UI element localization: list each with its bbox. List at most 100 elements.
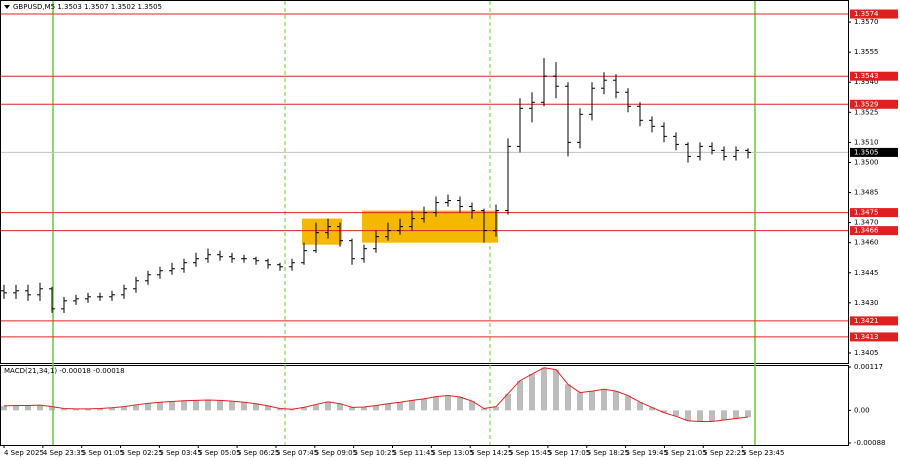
macd-bar — [421, 398, 427, 411]
ohlc-bar — [469, 202, 475, 219]
ohlc-bar — [277, 262, 283, 271]
macd-bar — [553, 369, 559, 411]
ohlc-bar — [457, 196, 463, 213]
macd-bar — [265, 405, 271, 411]
macd-bar — [205, 399, 211, 411]
macd-bar — [49, 406, 55, 411]
y-tick-label: 1.3540 — [854, 78, 879, 86]
ohlc-bar — [289, 258, 295, 271]
macd-bar — [217, 400, 223, 411]
y-tick-label: 1.3445 — [854, 269, 879, 277]
ohlc-bar — [37, 282, 43, 301]
zone — [302, 218, 342, 245]
ohlc-bar — [169, 262, 175, 275]
macd-bar — [625, 395, 631, 411]
level-tag — [850, 316, 898, 326]
level-tag — [850, 71, 898, 81]
macd-bar — [193, 400, 199, 411]
macd-bar — [493, 406, 499, 411]
x-tick-label: 4 Sep 23:35 — [43, 449, 85, 457]
ohlc-bar — [649, 116, 655, 133]
macd-bar — [325, 401, 331, 411]
chart-title: GBPUSD,M5 1.3503 1.3507 1.3502 1.3505 — [13, 3, 162, 11]
ohlc-bar — [709, 142, 715, 155]
macd-panel — [0, 365, 849, 446]
macd-bar — [649, 407, 655, 411]
ohlc-bar — [661, 122, 667, 143]
ohlc-bar — [97, 292, 103, 301]
level-label: 1.3475 — [854, 209, 879, 217]
ohlc-bar — [481, 208, 487, 243]
ohlc-bar — [673, 132, 679, 151]
ohlc-bar — [589, 82, 595, 121]
macd-bar — [541, 367, 547, 411]
level-label: 1.3543 — [854, 72, 879, 80]
ohlc-bar — [241, 254, 247, 263]
x-tick-label: 5 Sep 13:05 — [431, 449, 473, 457]
ohlc-bar — [325, 218, 331, 239]
ohlc-bar — [445, 194, 451, 207]
ohlc-bar — [301, 242, 307, 265]
macd-bar — [589, 391, 595, 411]
level-label: 1.3574 — [854, 10, 879, 18]
x-tick-label: 5 Sep 09:05 — [315, 449, 357, 457]
macd-bar — [721, 410, 727, 421]
ohlc-bar — [565, 82, 571, 157]
y-tick-label: 1.3470 — [854, 219, 879, 227]
macd-bar — [61, 408, 67, 411]
menu-arrow[interactable] — [4, 5, 10, 9]
macd-bar — [613, 391, 619, 411]
macd-bar — [301, 407, 307, 411]
ohlc-bar — [745, 148, 751, 159]
y-tick-label: 1.3525 — [854, 108, 879, 116]
x-tick-label: 5 Sep 10:25 — [354, 449, 396, 457]
ohlc-bar — [49, 286, 55, 313]
macd-bar — [37, 405, 43, 411]
x-tick-label: 5 Sep 15:45 — [509, 449, 551, 457]
price-tag — [850, 147, 898, 157]
level-tag — [850, 9, 898, 19]
price-label: 1.3505 — [854, 148, 879, 156]
y-tick-label: 1.3570 — [854, 18, 879, 26]
ohlc-bar — [133, 276, 139, 293]
ohlc-bar — [205, 248, 211, 263]
macd-bar — [121, 406, 127, 411]
macd-bar — [709, 410, 715, 422]
y-tick-label: 1.3405 — [854, 349, 879, 357]
macd-bar — [637, 402, 643, 411]
x-tick-label: 5 Sep 11:45 — [393, 449, 435, 457]
ohlc-bar — [421, 206, 427, 223]
x-tick-label: 5 Sep 07:45 — [276, 449, 318, 457]
y-tick-label: 1.3430 — [854, 299, 879, 307]
macd-bar — [241, 402, 247, 411]
ohlc-bar — [505, 138, 511, 215]
ohlc-bar — [697, 142, 703, 161]
macd-bar — [457, 397, 463, 411]
macd-bar — [433, 396, 439, 411]
macd-bar — [349, 407, 355, 411]
level-label: 1.3529 — [854, 100, 879, 108]
macd-bar — [577, 392, 583, 411]
x-tick-label: 5 Sep 17:05 — [548, 449, 590, 457]
macd-label: MACD(21,34,1) -0.00018 -0.00018 — [4, 367, 125, 375]
macd-bar — [289, 409, 295, 411]
ohlc-bar — [61, 296, 67, 313]
macd-bar — [361, 407, 367, 411]
macd-bar — [229, 401, 235, 411]
macd-bar — [745, 410, 751, 418]
ohlc-bar — [13, 284, 19, 299]
ohlc-bar — [541, 58, 547, 107]
macd-bar — [253, 403, 259, 411]
level-label: 1.3421 — [854, 317, 879, 325]
macd-bar — [385, 403, 391, 411]
x-tick-label: 4 Sep 2025 — [4, 449, 44, 457]
x-tick-label: 5 Sep 06:25 — [237, 449, 279, 457]
macd-bar — [685, 410, 691, 421]
ohlc-bar — [265, 258, 271, 269]
macd-bar — [529, 374, 535, 411]
x-tick-label: 5 Sep 23:45 — [742, 449, 784, 457]
ohlc-bar — [601, 72, 607, 95]
macd-bar — [13, 405, 19, 411]
ohlc-bar — [109, 290, 115, 301]
